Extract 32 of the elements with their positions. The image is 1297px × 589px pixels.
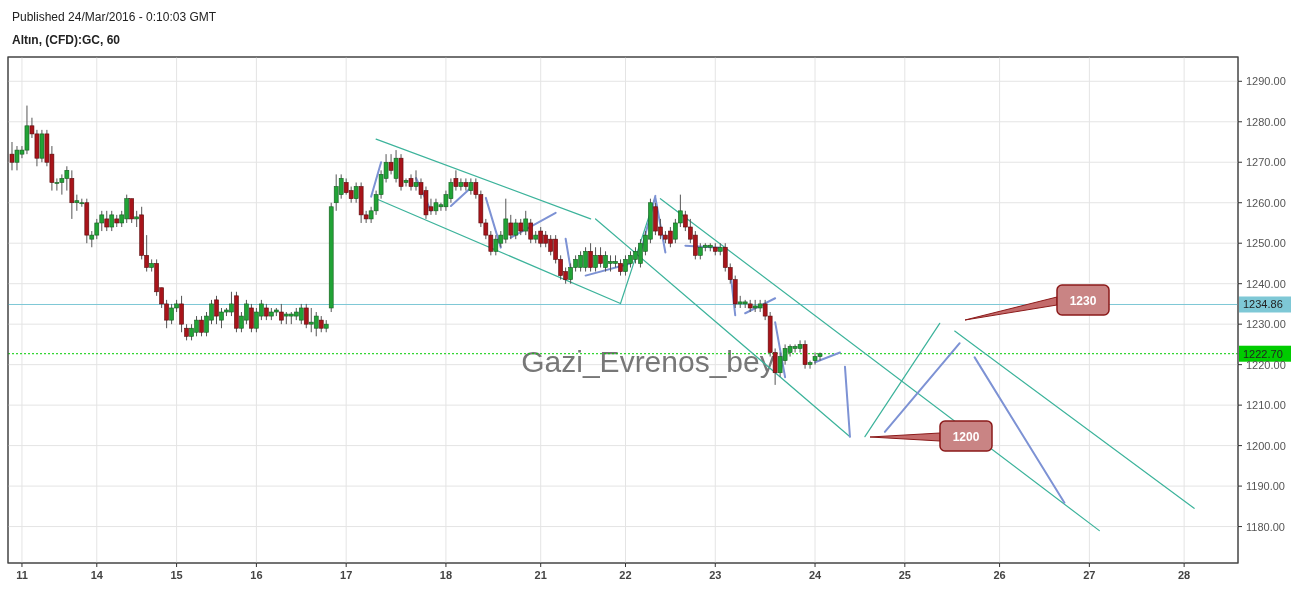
x-tick-label: 17 — [340, 569, 353, 581]
y-tick-label: 1200.00 — [1246, 439, 1286, 452]
x-tick-label: 11 — [16, 569, 28, 581]
x-tick-label: 15 — [170, 569, 183, 581]
x-tick-label: 22 — [619, 569, 632, 581]
y-tick-label: 1180.00 — [1246, 520, 1285, 533]
y-tick-label: 1270.00 — [1246, 156, 1286, 169]
y-tick-label: 1250.00 — [1246, 237, 1286, 250]
y-tick-label: 1240.00 — [1246, 277, 1286, 290]
x-tick-label: 25 — [898, 569, 911, 581]
annotation: 1200 — [952, 430, 980, 444]
y-tick-label: 1260.00 — [1246, 196, 1286, 209]
x-tick-label: 27 — [1083, 569, 1096, 581]
x-tick-label: 21 — [534, 569, 547, 581]
chart-title: Altın, (CFD):GC, 60 — [12, 33, 121, 47]
y-tick-label: 1220.00 — [1246, 358, 1286, 371]
y-tick-label: 1190.00 — [1246, 480, 1285, 493]
annotation: 1230 — [1069, 294, 1097, 308]
x-tick-label: 16 — [250, 569, 263, 581]
ref-line-label: 1234.86 — [1243, 298, 1283, 311]
y-tick-label: 1210.00 — [1246, 399, 1286, 412]
y-tick-label: 1290.00 — [1246, 75, 1286, 88]
x-tick-label: 18 — [439, 569, 453, 581]
ref-line-label: 1222.70 — [1243, 347, 1283, 360]
x-tick-label: 23 — [709, 569, 722, 581]
x-tick-label: 24 — [808, 569, 823, 581]
text: Published 24/Mar/2016 - 0:10:03 GMT — [12, 10, 217, 24]
y-tick-label: 1230.00 — [1246, 318, 1286, 331]
x-tick-label: 14 — [90, 569, 104, 581]
y-tick-label: 1280.00 — [1246, 115, 1286, 128]
x-tick-label: 26 — [993, 569, 1006, 581]
x-tick-label: 28 — [1178, 569, 1191, 581]
